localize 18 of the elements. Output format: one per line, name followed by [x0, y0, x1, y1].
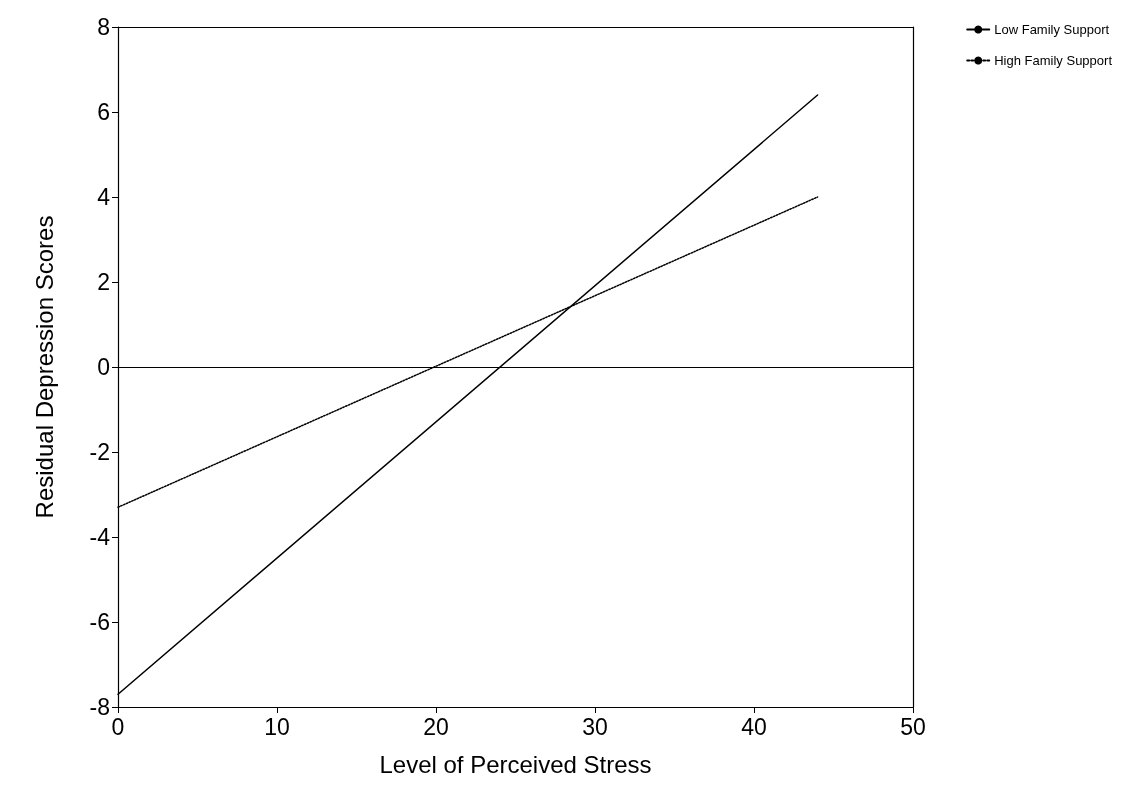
x-axis-title: Level of Perceived Stress: [379, 750, 652, 778]
x-tick-label: 50: [900, 713, 926, 740]
x-tick-label: 40: [741, 713, 767, 740]
y-axis-title: Residual Depression Scores: [30, 215, 58, 519]
y-tick-label: 8: [97, 14, 110, 40]
y-tick-label: 2: [97, 269, 110, 295]
y-tick-label: 0: [97, 354, 110, 380]
x-tick-label: 20: [423, 713, 449, 740]
y-tick-label: -4: [89, 524, 111, 550]
y-tick-label: -2: [89, 439, 110, 465]
legend-label: High Family Support: [994, 53, 1113, 68]
y-tick-label: 4: [97, 184, 111, 210]
x-tick-label: 30: [582, 713, 608, 740]
x-tick-label: 10: [264, 713, 290, 740]
y-tick-label: -6: [89, 609, 110, 635]
y-tick-label: -8: [89, 694, 110, 720]
y-tick-label: 6: [97, 99, 110, 125]
legend-label: Low Family Support: [994, 22, 1110, 37]
